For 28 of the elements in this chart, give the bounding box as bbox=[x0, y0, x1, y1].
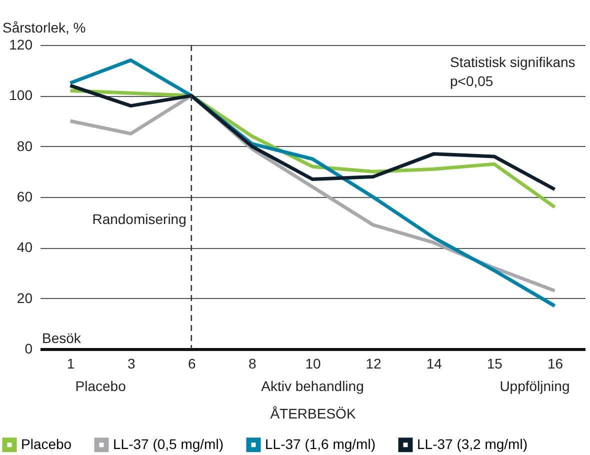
text: Aktiv behandling bbox=[261, 378, 364, 394]
text: Uppföljning bbox=[500, 378, 570, 394]
y-tick-label: 120 bbox=[9, 36, 33, 52]
x-tick-label: 1 bbox=[66, 356, 75, 372]
annotation: Statistisk signifikans p<0,05 bbox=[450, 54, 576, 89]
x-tick-label: 14 bbox=[426, 356, 442, 372]
ref-line-label: Randomisering bbox=[92, 210, 186, 227]
x-axis-title: ÅTERBESÖK bbox=[270, 406, 356, 422]
x-tick-label: 3 bbox=[127, 356, 136, 372]
x-tick-label: 16 bbox=[547, 356, 564, 372]
y-tick-label: 40 bbox=[16, 239, 33, 256]
legend-label: LL-37 (3,2 mg/ml) bbox=[417, 436, 528, 452]
y-tick-label: 80 bbox=[16, 138, 33, 154]
x-tick-label: 15 bbox=[486, 356, 503, 372]
y-tick-label: 60 bbox=[16, 188, 33, 204]
annotation: Besök bbox=[42, 330, 82, 346]
x-tick-label: 8 bbox=[248, 356, 257, 372]
x-tick-label: 10 bbox=[305, 356, 321, 372]
legend-label: LL-37 (1,6 mg/ml) bbox=[265, 436, 376, 452]
y-tick-label: 0 bbox=[24, 340, 33, 356]
x-tick-label: 12 bbox=[366, 356, 382, 372]
legend-label: LL-37 (0,5 mg/ml) bbox=[113, 436, 224, 452]
legend-label: Placebo bbox=[21, 436, 72, 452]
text: Placebo bbox=[75, 378, 126, 394]
x-tick-label: 6 bbox=[188, 356, 196, 372]
y-axis-title: Sårstorlek, % bbox=[2, 20, 86, 36]
y-tick-label: 20 bbox=[16, 290, 33, 306]
y-tick-label: 100 bbox=[9, 87, 33, 104]
